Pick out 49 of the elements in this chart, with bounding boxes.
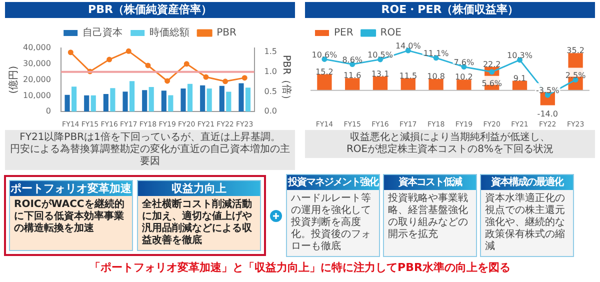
text: FY21以降PBRは1倍を下回っているが、直近は上昇基調。 — [18, 132, 282, 144]
data-label: 10.2 — [455, 72, 473, 82]
text: ROEが想定株主資本コストの8%を下回る状況 — [345, 144, 554, 156]
y2-axis-title: PBR（倍） — [280, 54, 292, 105]
data-label: 13.1 — [371, 70, 390, 79]
data-label: 8.6% — [342, 55, 363, 64]
data-label: 7.6% — [454, 58, 475, 67]
text: 全社横断コスト削減活動に加え、適切な値上げや汎用品削減などによる収益改善を徹底 — [141, 198, 253, 248]
data-label: 11.1% — [423, 49, 450, 58]
y2-tick-label: 1.0 — [264, 66, 278, 76]
y-tick-label: 30,000 — [22, 58, 51, 68]
text: ROICがWACCを継続的に下回る低資本効率事業の構造転換を加速 — [13, 198, 126, 236]
text: ポートフォリオ変革加速 — [10, 181, 132, 196]
data-label: 10.8 — [427, 72, 445, 82]
legend-label: 自己資本 — [82, 26, 123, 39]
data-label: 10.3% — [507, 51, 533, 60]
chart-title: PBR（株価純資産倍率） — [5, 2, 295, 18]
y2-tick-label: 1.5 — [264, 47, 278, 56]
y-tick-label: 0 — [46, 106, 51, 116]
text: 資本水準適正化の視点での株主還元強化や、継続的な政策保有株式の縮減 — [484, 192, 566, 254]
chart-title: ROE・PER（株価収益率） — [305, 2, 595, 18]
legend-label: PER — [334, 28, 354, 39]
y2-tick-label: 0.0 — [264, 106, 278, 116]
legend-label: ROE — [380, 28, 402, 39]
text: 収益力向上 — [138, 181, 260, 196]
text: 投資戦略や事業戦略、経営基盤強化の取り組みなどの開示を拡充 — [387, 192, 469, 242]
text: 資本コスト低減 — [384, 175, 476, 190]
legend-label: 時価総額 — [150, 26, 190, 39]
text: 収益悪化と減損により当期純利益が低迷し、 — [349, 132, 551, 144]
text: 円安による為替換算調整勘定の変化が直近の自己資本増加の主要因 — [9, 144, 291, 168]
text: 資本構成の最適化 — [481, 175, 573, 190]
text: 「ポートフォリオ変革加速」と「収益力向上」に特に注力してPBR水準の向上を図る — [88, 260, 512, 275]
data-label: 10.5% — [368, 50, 394, 60]
data-label: 9.1 — [513, 74, 526, 83]
text: 投資マネジメント強化 — [287, 175, 379, 190]
y-tick-label: 40,000 — [22, 43, 51, 52]
data-label: -14.0 — [537, 109, 558, 118]
data-label: 35.2 — [566, 46, 584, 56]
y-tick-label: 20,000 — [22, 74, 51, 84]
legend-label: PBR — [216, 28, 236, 39]
y-tick-label: 10,000 — [22, 90, 51, 100]
data-label: 14.0% — [395, 42, 422, 51]
data-label: 11.5 — [399, 71, 418, 80]
text: ハードルレート等の運用を強化して投資判断を高度化。投資後のフォローも徹底 — [290, 192, 372, 254]
data-label: 10.6% — [312, 50, 338, 60]
data-label: 11.6 — [343, 71, 362, 80]
y2-tick-label: 0.5 — [264, 86, 278, 96]
y-axis-title: (億円) — [8, 66, 20, 94]
data-label: 22.2 — [482, 60, 501, 69]
